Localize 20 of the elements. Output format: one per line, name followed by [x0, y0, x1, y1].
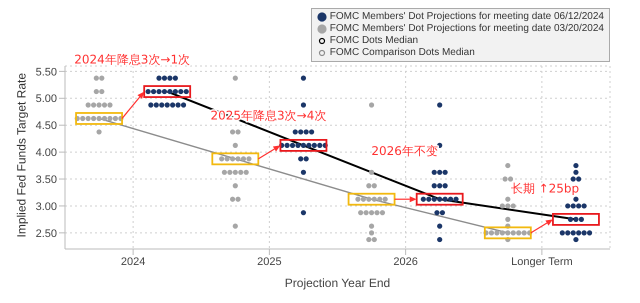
x-tick-label: 2026 [393, 256, 418, 268]
legend-label: FOMC Dots Median [330, 35, 418, 47]
y-tick-label: 5.50 [36, 66, 57, 78]
y-tick-label: 4.00 [36, 147, 57, 160]
x-axis-title: Projection Year End [284, 276, 390, 290]
x-tick-label: Longer Term [511, 256, 573, 268]
y-tick-label: 2.50 [36, 228, 57, 240]
legend-label: FOMC Comparison Dots Median [330, 47, 475, 59]
x-tick-label: 2024 [120, 256, 146, 268]
y-axis-title: Implied Fed Funds Target Rate [14, 72, 28, 238]
annotation: 2026年不变 [371, 144, 438, 158]
x-tick-label: 2025 [257, 256, 282, 268]
y-tick-label: 3.00 [36, 200, 57, 213]
legend-label: FOMC Members' Dot Projections for meeting date 03/20/2024 [330, 23, 604, 35]
y-tick-label: 4.50 [36, 120, 57, 132]
annotation: 长期 ↑25bp [510, 181, 580, 196]
legend-label: FOMC Members' Dot Projections for meeting date 06/12/2024 [330, 11, 604, 23]
annotation: 2024年降息3次→1次 [74, 52, 190, 67]
y-tick-label: 3.50 [36, 174, 57, 186]
y-tick-label: 5.00 [36, 93, 57, 106]
